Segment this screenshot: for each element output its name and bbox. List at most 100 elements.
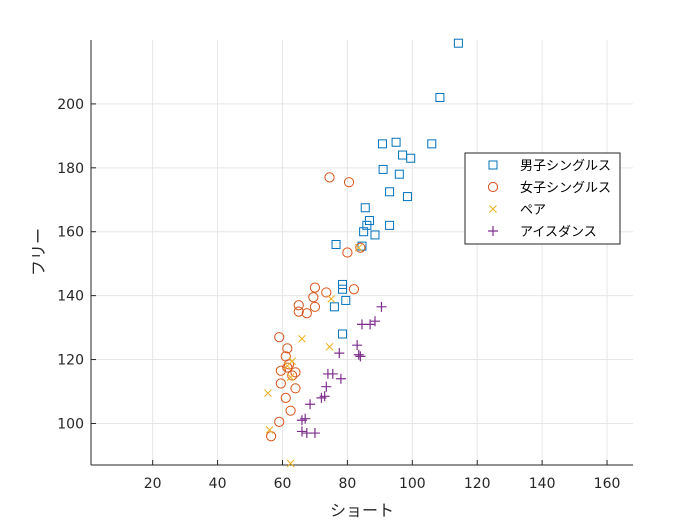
y-tick-label: 200 xyxy=(57,97,84,113)
axes xyxy=(90,40,633,466)
data-point xyxy=(402,192,412,202)
data-point xyxy=(282,362,293,373)
data-point xyxy=(342,247,353,258)
legend-marker xyxy=(488,160,498,170)
tick-labels: 20 40 60 80 100 120 140 160 100 120 140 160 180 200 xyxy=(57,97,620,492)
x-tick-label: 120 xyxy=(464,476,491,492)
legend-entry: ペア xyxy=(520,203,546,218)
data-point xyxy=(325,342,334,351)
series-1 xyxy=(329,38,463,339)
data-point xyxy=(322,368,333,379)
data-point xyxy=(331,240,341,250)
data-point xyxy=(353,349,364,360)
data-point xyxy=(282,343,293,354)
data-point xyxy=(360,203,370,213)
x-tick-label: 100 xyxy=(399,476,426,492)
x-tick-label: 80 xyxy=(338,476,356,492)
data-point xyxy=(385,187,395,197)
data-point xyxy=(293,306,304,317)
legend-entry: アイスダンス xyxy=(520,225,597,240)
data-point xyxy=(352,340,363,351)
data-point xyxy=(293,300,304,311)
data-point xyxy=(334,348,345,359)
legend-marker xyxy=(488,226,498,236)
data-point xyxy=(385,220,395,230)
x-tick-label: 160 xyxy=(594,476,621,492)
y-tick-label: 140 xyxy=(57,289,84,305)
data-point xyxy=(355,242,366,253)
data-point xyxy=(364,216,374,226)
data-points xyxy=(264,38,463,468)
y-tick-label: 100 xyxy=(57,416,84,432)
data-point xyxy=(394,169,404,179)
data-point xyxy=(357,319,367,330)
data-point xyxy=(321,287,332,298)
legend-box xyxy=(464,152,621,245)
data-point xyxy=(286,373,295,381)
data-point xyxy=(324,172,335,183)
data-point xyxy=(287,370,298,381)
series-3 xyxy=(264,243,363,468)
data-point xyxy=(453,38,463,48)
data-point xyxy=(378,164,388,174)
data-point xyxy=(275,365,286,376)
data-point xyxy=(290,383,301,394)
data-point xyxy=(343,177,355,188)
data-point xyxy=(290,367,301,378)
legend-marker xyxy=(487,181,499,193)
legend-marker xyxy=(489,205,497,213)
data-point xyxy=(391,137,401,147)
data-point xyxy=(335,373,346,384)
y-tick-label: 120 xyxy=(57,353,84,369)
data-point xyxy=(309,301,321,312)
data-point xyxy=(308,292,319,303)
data-point xyxy=(309,282,321,293)
data-point xyxy=(275,378,286,389)
data-point xyxy=(348,284,359,295)
data-point xyxy=(377,139,387,149)
data-point xyxy=(354,243,363,252)
y-axis-label: フリー xyxy=(29,228,48,276)
data-point xyxy=(341,295,351,305)
data-point xyxy=(427,139,437,149)
data-point xyxy=(370,230,380,240)
data-point xyxy=(264,389,272,397)
legend-entry: 女子シングルス xyxy=(520,180,611,196)
data-point xyxy=(357,241,367,251)
data-point xyxy=(298,334,306,343)
x-axis-label: ショート xyxy=(330,501,394,520)
data-point xyxy=(265,425,274,434)
x-tick-label: 60 xyxy=(274,476,292,492)
legend-entry: 男子シングルス xyxy=(520,159,611,174)
y-tick-label: 180 xyxy=(57,161,84,177)
data-point xyxy=(286,459,295,468)
data-point xyxy=(296,415,307,426)
data-point xyxy=(338,279,348,289)
x-tick-label: 20 xyxy=(144,476,162,492)
data-point xyxy=(359,227,369,237)
y-tick-label: 160 xyxy=(57,225,84,241)
data-point xyxy=(338,329,348,339)
data-point xyxy=(327,294,336,303)
data-point xyxy=(283,362,292,370)
x-tick-label: 40 xyxy=(209,476,227,492)
data-point xyxy=(280,392,291,403)
data-point xyxy=(274,332,285,343)
data-point xyxy=(285,405,296,416)
grid-lines xyxy=(91,40,633,465)
data-point xyxy=(435,93,445,103)
data-point xyxy=(329,302,339,312)
data-point xyxy=(321,381,332,392)
data-point xyxy=(316,392,327,403)
data-point xyxy=(406,153,416,163)
data-point xyxy=(355,351,366,362)
data-point xyxy=(296,426,307,437)
data-point xyxy=(376,301,387,312)
data-point xyxy=(301,308,312,319)
data-point xyxy=(305,399,316,410)
data-point xyxy=(309,428,320,439)
data-point xyxy=(274,416,285,427)
data-point xyxy=(338,284,348,294)
